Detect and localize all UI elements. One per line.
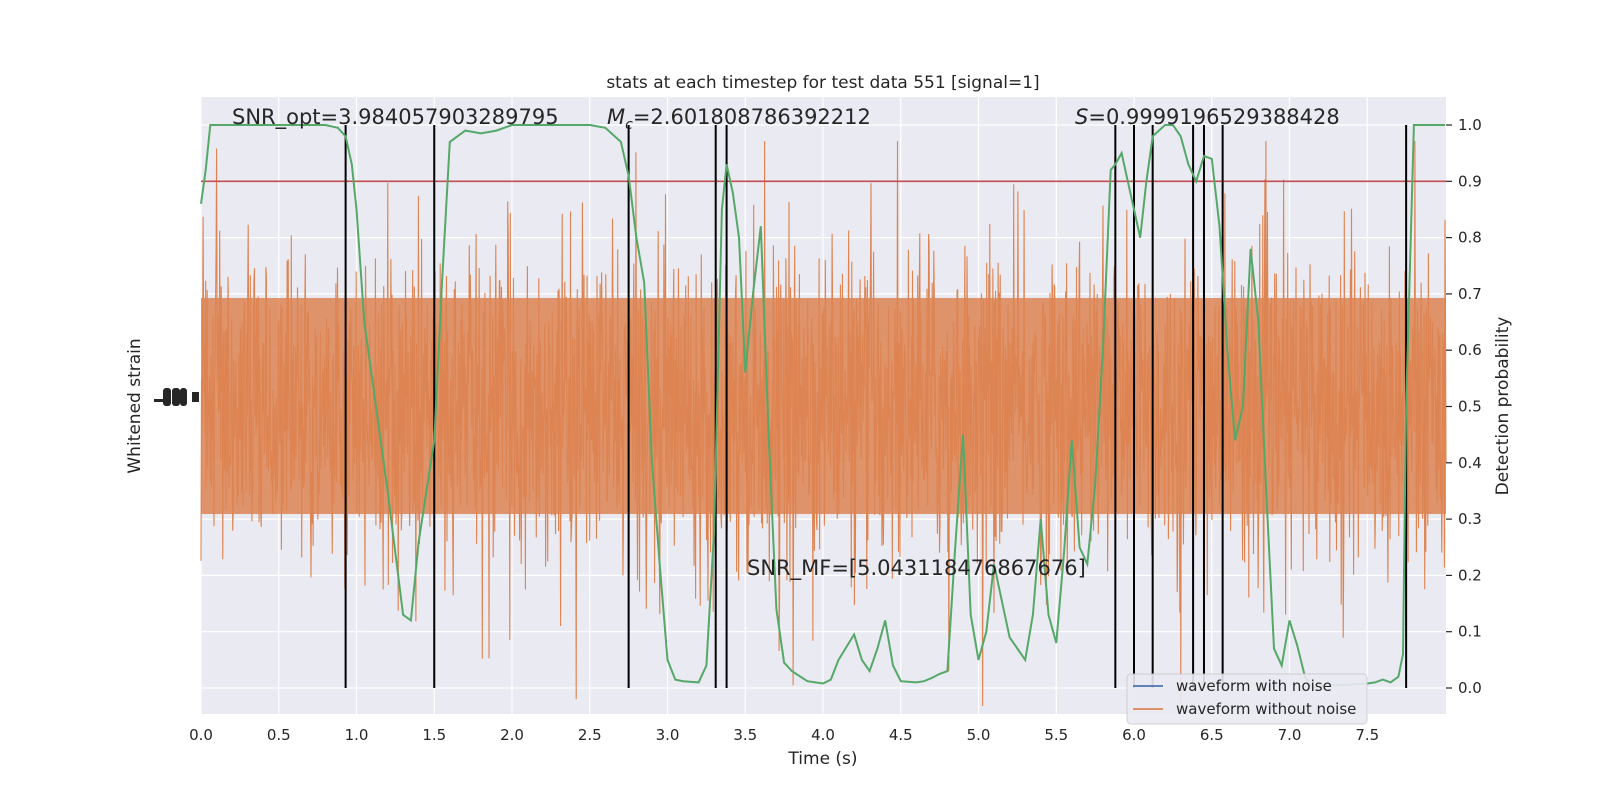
x-tick-label: 6.5	[1200, 726, 1224, 744]
x-tick-label: 6.0	[1122, 726, 1146, 744]
chirp-mass-annotation: Mc=2.601808786392212	[607, 105, 871, 133]
x-tick-label: 4.5	[889, 726, 913, 744]
legend-label-without-noise: waveform without noise	[1176, 700, 1356, 718]
x-tick-label: 3.5	[733, 726, 757, 744]
chirp-mass-value: =2.601808786392212	[633, 105, 871, 129]
chirp-mass-symbol: M	[607, 105, 625, 129]
y-right-tick-label: 0.2	[1458, 566, 1482, 584]
y-right-tick-label: 0.6	[1458, 341, 1482, 359]
y-right-tick-label: 0.4	[1458, 454, 1482, 472]
y-right-tick-label: 0.0	[1458, 679, 1482, 697]
x-tick-label: 3.0	[656, 726, 680, 744]
chirp-mass-subscript: c	[625, 117, 633, 133]
detection-probability-path	[200, 124, 1445, 690]
detection-vertical-lines	[344, 125, 1408, 688]
chart-title: stats at each timestep for test data 551…	[606, 73, 1039, 93]
y-right-tick-label: 0.8	[1458, 229, 1482, 247]
s-symbol: S	[1075, 105, 1088, 129]
y-right-tick-label: 0.5	[1458, 398, 1482, 416]
snr-mf-annotation: SNR_MF=[5.043118476867676]	[747, 556, 1086, 581]
y-axis-label-left: Whitened strain	[125, 338, 145, 473]
x-tick-label: 1.0	[345, 726, 369, 744]
left-axis-tick-cluster	[154, 388, 199, 406]
axis-ticks: 0.0 0.5 1.0 1.5 2.0 2.5 3.0 3.5 4.0 4.5 5.0 5.5 6.0 6…	[189, 116, 1482, 744]
x-tick-label: 0.5	[267, 726, 291, 744]
y-axis-label-right: Detection probability	[1493, 317, 1513, 496]
legend-box	[1126, 673, 1368, 725]
y-right-tick-label: 0.9	[1458, 172, 1482, 190]
x-tick-label: 2.0	[500, 726, 524, 744]
y-right-tick-label: 0.7	[1458, 285, 1482, 303]
x-tick-label: 7.5	[1355, 726, 1379, 744]
waveform-dense-band	[201, 298, 1446, 514]
x-tick-label: 0.0	[189, 726, 213, 744]
detection-probability-line	[200, 124, 1445, 690]
y-right-tick-label: 0.1	[1458, 623, 1482, 641]
x-tick-label: 5.5	[1044, 726, 1068, 744]
x-tick-label: 1.5	[422, 726, 446, 744]
legend-label-with-noise: waveform with noise	[1176, 677, 1332, 695]
legend: waveform with noise waveform without noi…	[1126, 673, 1368, 725]
waveform-without-noise-trace	[200, 140, 1447, 707]
y-right-tick-label: 0.3	[1458, 510, 1482, 528]
x-tick-label: 7.0	[1278, 726, 1302, 744]
s-value: =0.9999196529388428	[1088, 105, 1339, 129]
x-tick-label: 5.0	[967, 726, 991, 744]
x-tick-label: 4.0	[811, 726, 835, 744]
s-annotation: S=0.9999196529388428	[1075, 105, 1340, 129]
x-axis-label: Time (s)	[787, 749, 857, 769]
y-right-tick-label: 1.0	[1458, 116, 1482, 134]
snr-opt-annotation: SNR_opt=3.984057903289795	[232, 105, 559, 130]
x-tick-label: 2.5	[578, 726, 602, 744]
